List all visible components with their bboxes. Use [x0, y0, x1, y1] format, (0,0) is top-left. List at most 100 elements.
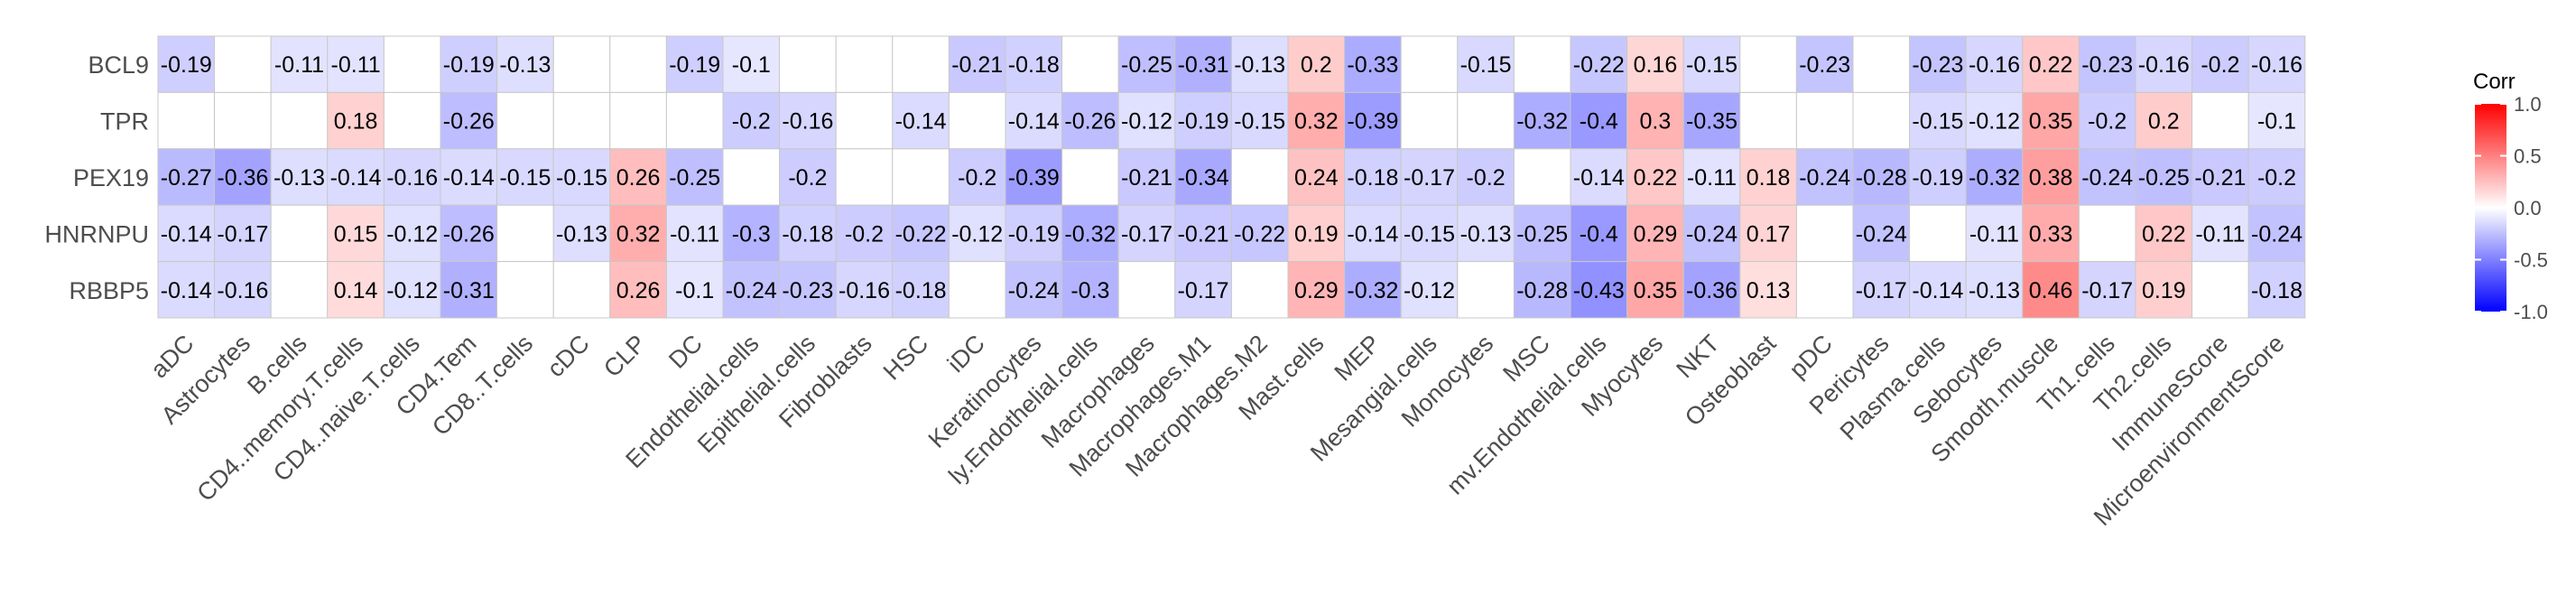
- heatmap-cell-tpr-immunescore: [2191, 91, 2249, 150]
- cell-value-label: -0.13: [1460, 221, 1512, 247]
- heatmap-cell-tpr-monocytes: [1457, 91, 1515, 150]
- cell-value-label: -0.13: [273, 165, 325, 191]
- cell-value-label: -0.1: [675, 278, 714, 303]
- cell-value-label: 0.17: [1747, 221, 1791, 247]
- heatmap-cell-rbbp5-dc: [665, 261, 724, 319]
- cell-value-label: -0.15: [1404, 221, 1455, 247]
- heatmap-cell-rbbp5-sebocytes: [1965, 261, 2024, 319]
- cell-value-label: 0.22: [1634, 165, 1678, 191]
- row-label-hnrnpu: HNRNPU: [44, 220, 149, 247]
- cell-value-label: -0.14: [1573, 165, 1625, 191]
- heatmap-cell-tpr-mv-endothelial-cells: [1570, 91, 1628, 150]
- legend-ticks: 1.0 0.5 0.0 -0.5 -1.0: [2475, 93, 2548, 323]
- heatmap-cell-bcl9-dc: [665, 35, 724, 93]
- cell-value-label: -0.17: [217, 221, 268, 247]
- cell-value-label: -0.25: [669, 165, 720, 191]
- cell-value-label: 0.2: [1301, 52, 1332, 78]
- heatmap-cell-hnrnpu-osteoblast: [1739, 204, 1797, 263]
- cell-value-label: -0.19: [1008, 221, 1060, 247]
- heatmap-cell-rbbp5-macrophages: [1117, 261, 1176, 319]
- cell-value-label: -0.14: [443, 165, 495, 191]
- heatmap-cell-pex19-mesangial-cells: [1400, 148, 1459, 206]
- cell-value-label: -0.1: [732, 52, 771, 78]
- heatmap-cell-bcl9-astrocytes: [214, 35, 272, 93]
- heatmap-cell-tpr-osteoblast: [1739, 91, 1797, 150]
- heatmap-cell-bcl9-mep: [1344, 35, 1402, 93]
- cell-value-label: -0.12: [386, 221, 438, 247]
- heatmap-cell-bcl9-idc: [948, 35, 1006, 93]
- heatmap-cell-rbbp5-mv-endothelial-cells: [1570, 261, 1628, 319]
- heatmap-cell-hnrnpu-myocytes: [1626, 204, 1684, 263]
- heatmap-cell-pex19-hsc: [892, 148, 950, 206]
- heatmap-cell-hnrnpu-plasma-cells: [1909, 204, 1967, 263]
- cell-value-label: -0.13: [556, 221, 607, 247]
- heatmap-cell-pex19-epithelial-cells: [779, 148, 837, 206]
- heatmap-cell-bcl9-immunescore: [2191, 35, 2249, 93]
- cell-value-label: -0.17: [1121, 221, 1172, 247]
- cell-value-label: -0.24: [1856, 221, 1907, 247]
- heatmap-cell-bcl9-mv-endothelial-cells: [1570, 35, 1628, 93]
- heatmap-cell-hnrnpu-keratinocytes: [1005, 204, 1063, 263]
- heatmap-cell-bcl9-th1-cells: [2078, 35, 2136, 93]
- legend-title: Corr: [2473, 70, 2516, 94]
- cell-value-label: -0.39: [1347, 109, 1398, 135]
- cell-value-label: -0.24: [1686, 221, 1737, 247]
- heatmap-cell-bcl9-epithelial-cells: [779, 35, 837, 93]
- cell-value-label: -0.25: [1121, 52, 1172, 78]
- heatmap-cell-hnrnpu-fibroblasts: [835, 204, 894, 263]
- heatmap-cell-bcl9-clp: [609, 35, 667, 93]
- heatmap-cell-tpr-smooth-muscle: [2022, 91, 2080, 150]
- heatmap-cell-rbbp5-immunescore: [2191, 261, 2249, 319]
- cell-value-label: -0.19: [443, 52, 495, 78]
- heatmap-cell-pex19-myocytes: [1626, 148, 1684, 206]
- cell-value-label: 0.22: [2142, 221, 2186, 247]
- cell-value-label: -0.17: [2081, 278, 2133, 303]
- legend-tick-label: 0.0: [2514, 197, 2542, 219]
- heatmap-cell-pex19-cdc: [552, 148, 611, 206]
- cell-value-label: -0.11: [1687, 165, 1737, 191]
- row-labels: BCL9 TPR PEX19 HNRNPU RBBP5: [44, 51, 149, 304]
- cell-value-label: -0.15: [1460, 52, 1512, 78]
- row-label-pex19: PEX19: [73, 164, 149, 191]
- cell-value-label: 0.32: [616, 221, 661, 247]
- legend-tick-label: -1.0: [2514, 301, 2548, 323]
- cell-value-label: -0.11: [331, 52, 381, 78]
- cell-value-label: -0.16: [2251, 52, 2303, 78]
- cell-value-label: -0.14: [895, 109, 947, 135]
- cell-value-label: -0.16: [839, 278, 890, 303]
- heatmap-cell-bcl9-plasma-cells: [1909, 35, 1967, 93]
- heatmap-cell-bcl9-cdc: [552, 35, 611, 93]
- heatmap-cell-tpr-cd4-naive-t-cells: [383, 91, 441, 150]
- cell-value-label: -0.19: [1912, 165, 1963, 191]
- cell-value-label: -0.18: [782, 221, 833, 247]
- heatmap-cell-pex19-microenvironmentscore: [2247, 148, 2306, 206]
- heatmap-cell-bcl9-cd4-tem: [440, 35, 498, 93]
- heatmap-cell-tpr-th2-cells: [2135, 91, 2193, 150]
- cell-value-label: -0.12: [951, 221, 1003, 247]
- heatmap-cell-pex19-astrocytes: [214, 148, 272, 206]
- cell-value-label: -0.31: [443, 278, 495, 303]
- heatmap-cell-tpr-microenvironmentscore: [2247, 91, 2306, 150]
- heatmap-cell-rbbp5-macrophages-m2: [1230, 261, 1289, 319]
- cell-value-label: -0.14: [1912, 278, 1963, 303]
- cell-value-label: -0.16: [2138, 52, 2190, 78]
- cell-value-label: -0.12: [1404, 278, 1455, 303]
- cell-value-label: -0.2: [958, 165, 996, 191]
- cell-value-label: 0.29: [1294, 278, 1339, 303]
- heatmap-cell-pex19-pericytes: [1852, 148, 1911, 206]
- cell-value-label: -0.21: [2194, 165, 2246, 191]
- heatmap-cell-hnrnpu-macrophages-m1: [1174, 204, 1232, 263]
- heatmap-cell-rbbp5-cdc: [552, 261, 611, 319]
- cell-value-label: -0.32: [1064, 221, 1116, 247]
- cell-value-label: -0.3: [732, 221, 771, 247]
- heatmap-cell-pex19-msc: [1513, 148, 1571, 206]
- row-label-tpr: TPR: [100, 108, 149, 135]
- heatmap-cell-hnrnpu-immunescore: [2191, 204, 2249, 263]
- cell-value-label: -0.11: [670, 221, 719, 247]
- cell-value-label: 0.19: [2142, 278, 2186, 303]
- cell-value-label: -0.23: [1912, 52, 1963, 78]
- column-label-idc: iDC: [942, 330, 990, 378]
- cell-value-label: -0.17: [1178, 278, 1229, 303]
- heatmap-cell-tpr-mast-cells: [1287, 91, 1346, 150]
- cell-value-label: -0.1: [2257, 109, 2296, 135]
